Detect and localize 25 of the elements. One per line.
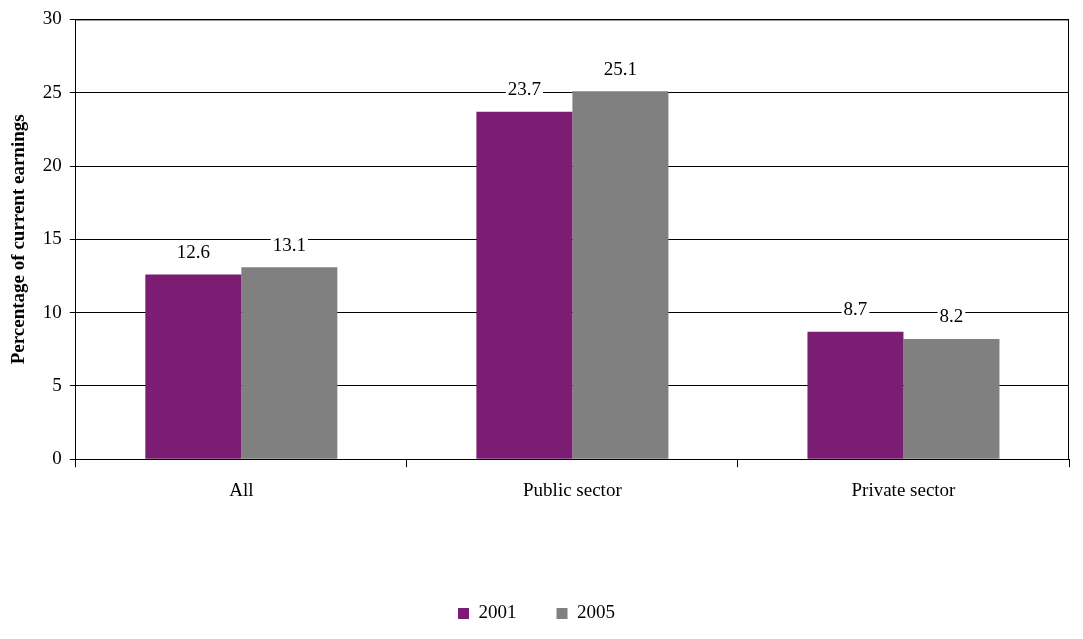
y-tick-label: 10 [42,300,62,322]
legend-label: 2001 [478,601,517,623]
y-tick-label: 20 [42,153,62,175]
bar [572,91,669,459]
y-tick-label: 5 [52,373,62,395]
data-label: 13.1 [272,233,306,255]
y-tick-label: 30 [42,7,62,29]
y-axis-title: Percentage of current earnings [7,114,29,365]
data-label: 23.7 [507,78,542,100]
data-label: 8.2 [939,305,964,327]
bar [903,338,1000,459]
data-label: 8.7 [843,298,868,320]
y-tick-label: 15 [42,227,62,249]
bar [807,331,904,459]
legend-label: 2005 [577,601,615,623]
y-tick-label: 25 [42,80,62,102]
y-tick-label: 0 [52,447,62,469]
data-label: 25.1 [603,57,638,79]
data-label: 12.6 [176,240,210,262]
x-tick-label: Public sector [523,478,623,500]
bar [241,267,338,459]
bar [476,111,573,459]
x-tick-label: All [229,478,254,500]
bar [145,274,242,459]
x-tick-label: Private sector [851,478,957,500]
